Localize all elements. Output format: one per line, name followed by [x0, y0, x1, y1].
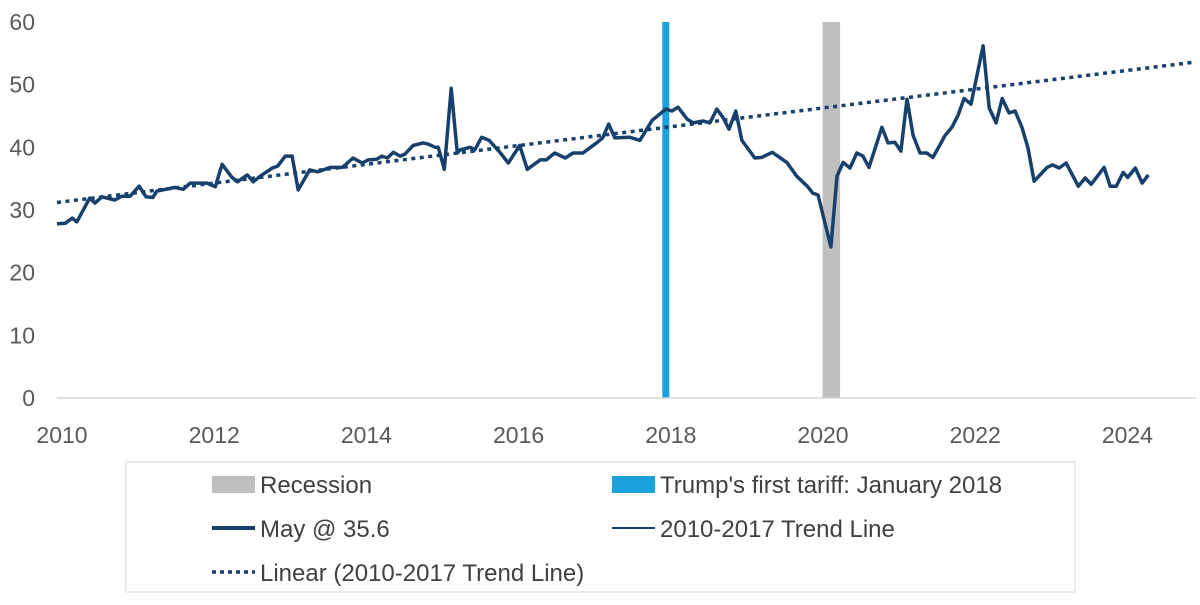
series-line	[57, 46, 1148, 247]
y-tick-label: 50	[9, 72, 35, 98]
x-tick-label: 2018	[645, 422, 696, 448]
y-tick-label: 60	[9, 9, 35, 35]
y-tick-label: 10	[9, 322, 35, 348]
x-tick-label: 2024	[1102, 422, 1153, 448]
x-tick-label: 2020	[797, 422, 848, 448]
x-tick-label: 2012	[189, 422, 240, 448]
x-tick-label: 2014	[341, 422, 392, 448]
y-tick-label: 20	[9, 260, 35, 286]
x-tick-label: 2022	[950, 422, 1001, 448]
legend-label-series: May @ 35.6	[260, 516, 390, 543]
legend-swatch-tariff	[612, 476, 655, 493]
legend-label-recession: Recession	[260, 472, 372, 499]
legend-label-trend-line: 2010-2017 Trend Line	[660, 516, 895, 543]
legend: Recession Trump's first tariff: January …	[126, 462, 1075, 592]
legend-label-tariff: Trump's first tariff: January 2018	[660, 472, 1002, 499]
tariff-marker	[662, 22, 669, 398]
legend-label-linear-trend: Linear (2010-2017 Trend Line)	[260, 560, 584, 587]
y-tick-label: 40	[9, 134, 35, 160]
x-tick-label: 2010	[36, 422, 87, 448]
y-tick-label: 30	[9, 197, 35, 223]
recession-band	[823, 22, 841, 398]
x-tick-label: 2016	[493, 422, 544, 448]
legend-swatch-recession	[212, 476, 255, 493]
y-axis: 0 10 20 30 40 50 60	[9, 9, 35, 411]
x-axis: 2010 2012 2014 2016 2018 2020 2022 2024	[36, 422, 1153, 448]
y-tick-label: 0	[22, 385, 35, 411]
